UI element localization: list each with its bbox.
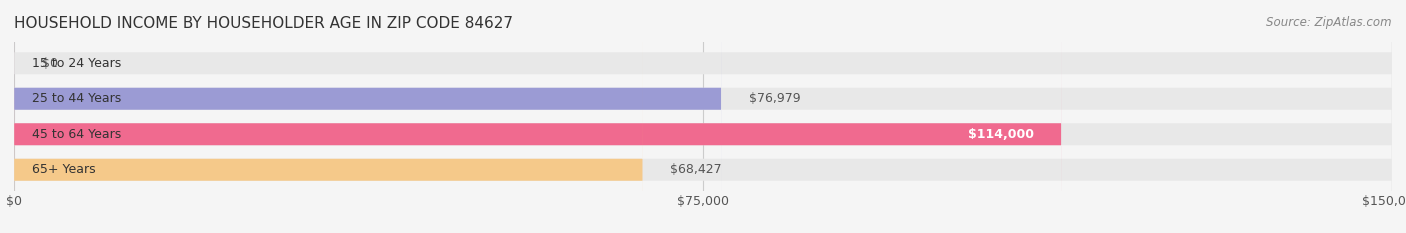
Text: 45 to 64 Years: 45 to 64 Years <box>32 128 122 141</box>
Text: $0: $0 <box>42 57 58 70</box>
Text: $68,427: $68,427 <box>671 163 721 176</box>
Text: 15 to 24 Years: 15 to 24 Years <box>32 57 122 70</box>
Text: 25 to 44 Years: 25 to 44 Years <box>32 92 122 105</box>
Text: Source: ZipAtlas.com: Source: ZipAtlas.com <box>1267 16 1392 29</box>
FancyBboxPatch shape <box>14 0 1392 233</box>
FancyBboxPatch shape <box>14 0 1062 233</box>
Text: HOUSEHOLD INCOME BY HOUSEHOLDER AGE IN ZIP CODE 84627: HOUSEHOLD INCOME BY HOUSEHOLDER AGE IN Z… <box>14 16 513 31</box>
FancyBboxPatch shape <box>14 0 1392 233</box>
Text: 65+ Years: 65+ Years <box>32 163 96 176</box>
FancyBboxPatch shape <box>14 0 1392 233</box>
Text: $114,000: $114,000 <box>967 128 1033 141</box>
FancyBboxPatch shape <box>14 0 643 233</box>
FancyBboxPatch shape <box>14 0 721 233</box>
FancyBboxPatch shape <box>14 0 1392 233</box>
Text: $76,979: $76,979 <box>749 92 800 105</box>
